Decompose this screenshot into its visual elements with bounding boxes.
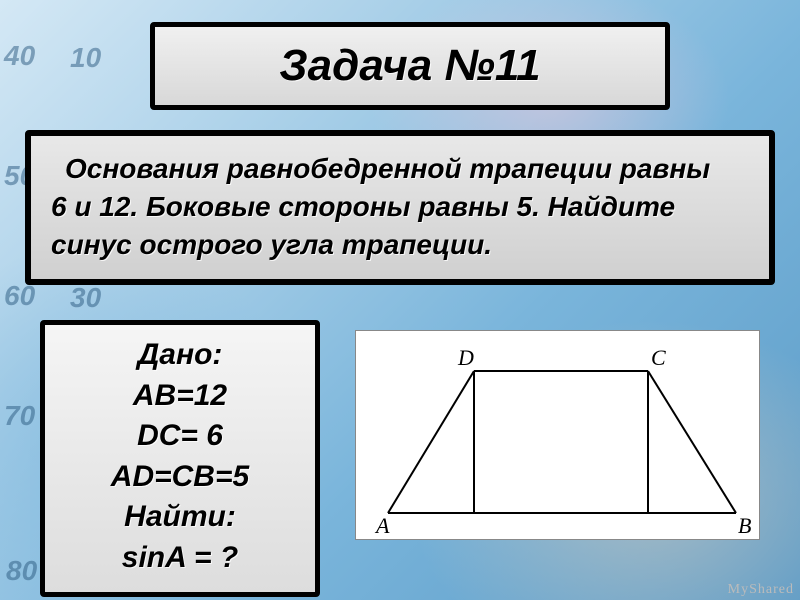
- trapezoid-svg: [356, 331, 761, 541]
- given-l3: AD=CB=5: [111, 460, 249, 493]
- title-box: Задача №11: [150, 22, 670, 110]
- vertex-A: A: [376, 513, 389, 539]
- given-text: Дано: AB=12 DC= 6 AD=CB=5 Найти: sinA = …: [55, 335, 305, 578]
- given-l1: AB=12: [133, 379, 227, 412]
- given-label: Дано:: [138, 338, 223, 371]
- title-text: Задача №11: [183, 41, 637, 91]
- problem-line2: 6 и 12. Боковые стороны равны 5. Найдите: [51, 191, 675, 222]
- problem-line3: синус острого угла трапеции.: [51, 229, 492, 260]
- problem-box: Основания равнобедренной трапеции равны …: [25, 130, 775, 285]
- given-l2: DC= 6: [137, 419, 223, 452]
- vertex-D: D: [458, 345, 474, 371]
- problem-text: Основания равнобедренной трапеции равны …: [51, 150, 749, 263]
- watermark: MyShared: [728, 582, 794, 598]
- vertex-B: B: [738, 513, 751, 539]
- find-label: Найти:: [124, 500, 236, 533]
- vertex-C: C: [651, 345, 666, 371]
- problem-line1: Основания равнобедренной трапеции равны: [65, 153, 710, 184]
- given-box: Дано: AB=12 DC= 6 AD=CB=5 Найти: sinA = …: [40, 320, 320, 597]
- find-value: sinA = ?: [122, 541, 238, 574]
- trapezoid-figure: A B C D: [355, 330, 760, 540]
